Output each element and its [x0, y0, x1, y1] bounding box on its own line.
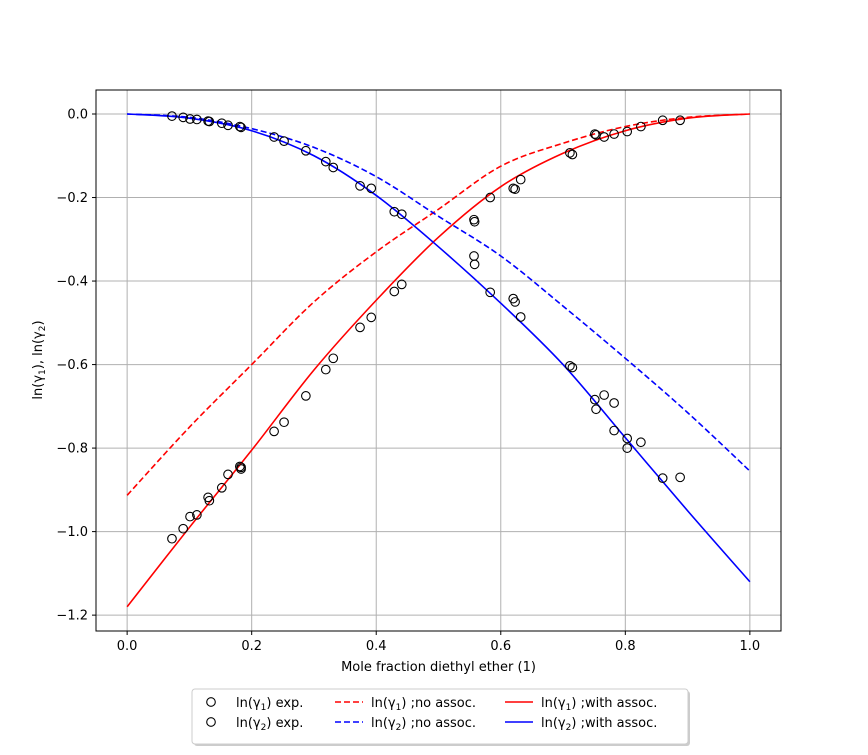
legend-label: ln(γ1) ;no assoc.: [371, 696, 476, 713]
y-tick-label: −0.2: [56, 191, 88, 206]
series-points: [167, 111, 685, 544]
data-point: [565, 147, 575, 158]
legend: ln(γ1) exp. ln(γ2) exp. ln(γ1) ;no assoc. l…: [191, 688, 690, 746]
data-point: [223, 469, 233, 480]
data-point: [675, 472, 685, 483]
data-point: [675, 115, 685, 126]
data-point: [657, 473, 668, 484]
data-point: [328, 353, 339, 364]
y-tick-label: −1.0: [56, 525, 88, 540]
data-point: [609, 398, 619, 408]
data-point: [204, 495, 215, 506]
legend-marker: [206, 697, 216, 707]
data-point: [396, 279, 407, 290]
data-point: [469, 259, 480, 270]
data-point: [192, 114, 202, 125]
y-tick-label: −0.4: [56, 275, 88, 290]
data-point: [279, 136, 289, 147]
data-point: [636, 437, 646, 448]
data-point: [591, 404, 601, 415]
data-point: [485, 192, 496, 203]
data-point: [599, 390, 609, 400]
ticks: 0.0 0.2 0.4 0.6 0.8 1.0 0.0 −0.2 −0.4 −0.6 −0.8 −1.…: [56, 108, 760, 654]
grid: [96, 90, 781, 631]
data-point: [565, 360, 575, 371]
data-point: [235, 121, 245, 132]
series-line-4: [126, 113, 750, 608]
series-lines: [126, 113, 751, 608]
data-point: [269, 132, 279, 142]
data-point: [389, 286, 400, 297]
data-point: [510, 184, 520, 195]
data-point: [510, 297, 520, 307]
data-point: [192, 510, 202, 520]
series-line-3: [127, 113, 751, 472]
data-point: [269, 426, 279, 437]
data-point: [622, 126, 633, 137]
legend-label: ln(γ2) ;no assoc.: [371, 716, 476, 733]
data-point: [599, 132, 609, 142]
legend-label: ln(γ1) ;with assoc.: [541, 696, 657, 713]
y-tick-label: −0.8: [56, 442, 88, 457]
x-tick-label: 0.0: [117, 639, 138, 654]
x-axis-label: Mole fraction diethyl ether (1): [341, 660, 536, 675]
x-tick-label: 1.0: [740, 639, 761, 654]
data-point: [609, 425, 619, 436]
data-point: [567, 149, 578, 160]
legend-label: ln(γ1) exp.: [236, 696, 303, 713]
data-point: [485, 287, 496, 298]
data-point: [204, 116, 215, 127]
data-point: [366, 312, 377, 323]
y-tick-label: 0.0: [67, 108, 88, 123]
data-point: [279, 417, 289, 428]
legend-label: ln(γ2) ;with assoc.: [541, 716, 657, 733]
data-point: [167, 111, 177, 121]
data-point: [469, 216, 480, 227]
data-point: [167, 533, 177, 544]
data-point: [636, 121, 646, 132]
axes-frame: [95, 89, 782, 632]
x-tick-label: 0.4: [366, 639, 387, 654]
data-point: [178, 523, 189, 534]
data-point: [235, 461, 245, 472]
x-tick-label: 0.2: [241, 639, 262, 654]
y-tick-label: −1.2: [56, 609, 88, 624]
x-tick-label: 0.6: [490, 639, 511, 654]
data-point: [567, 362, 578, 373]
data-point: [589, 394, 600, 405]
data-point: [236, 462, 246, 473]
data-point: [216, 482, 227, 493]
data-point: [223, 120, 233, 131]
legend-label: ln(γ2) exp.: [236, 716, 303, 733]
data-point: [355, 322, 365, 333]
data-point: [355, 180, 365, 191]
data-point: [469, 251, 479, 261]
data-point: [515, 174, 526, 185]
data-point: [622, 443, 633, 453]
data-point: [236, 122, 246, 133]
data-point: [185, 114, 195, 124]
data-point: [589, 129, 600, 139]
series-line-5: [127, 113, 751, 583]
y-tick-label: −0.6: [56, 358, 88, 373]
data-point: [178, 112, 189, 123]
data-point: [609, 129, 619, 139]
data-point: [320, 364, 331, 375]
data-point: [301, 145, 311, 156]
data-point: [366, 183, 377, 194]
data-point: [396, 209, 407, 220]
data-point: [515, 312, 526, 322]
series-line-2: [126, 113, 750, 496]
legend-marker: [206, 717, 216, 727]
data-point: [657, 115, 668, 126]
data-point: [216, 118, 227, 129]
data-point: [301, 391, 311, 401]
x-tick-label: 0.8: [615, 639, 636, 654]
data-point: [622, 433, 633, 444]
data-point: [328, 162, 339, 173]
data-point: [185, 511, 195, 522]
y-axis-label: ln(γ1), ln(γ2): [31, 320, 48, 399]
data-point: [320, 156, 331, 167]
